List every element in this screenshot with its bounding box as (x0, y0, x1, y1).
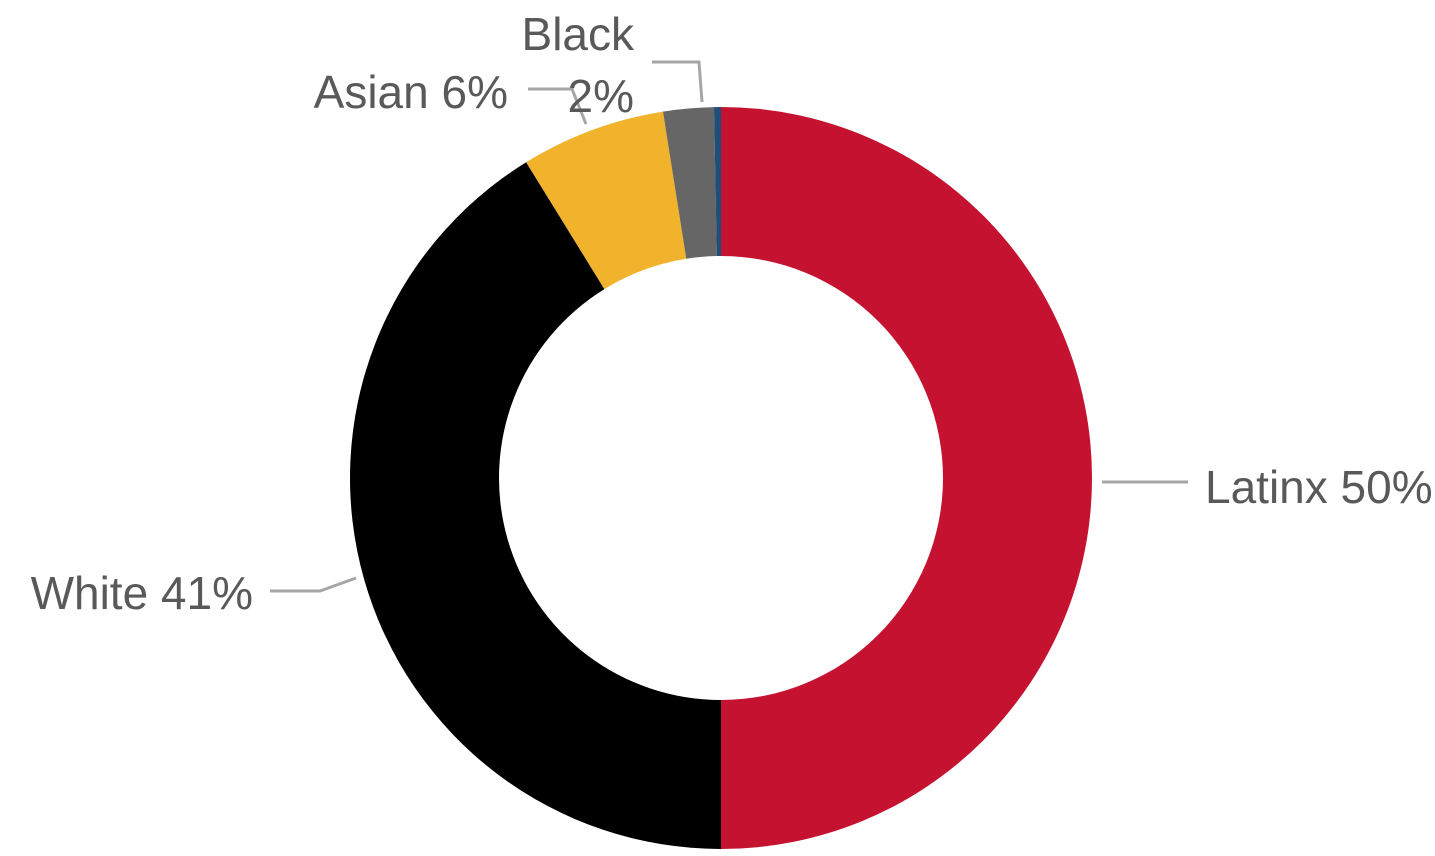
data-label-black-line2: 2% (568, 70, 634, 122)
leader-line-black (652, 60, 704, 103)
slice-white (350, 162, 721, 849)
slices-group (350, 107, 1092, 849)
data-label-asian: Asian 6% (314, 66, 508, 118)
slice-black (662, 107, 717, 259)
leader-lines-group (270, 60, 1188, 593)
data-label-white: White 41% (31, 567, 253, 619)
slice-asian (526, 111, 687, 290)
slice-latinx (721, 107, 1092, 849)
leader-line-white (270, 576, 357, 593)
data-label-latinx: Latinx 50% (1205, 461, 1433, 513)
data-labels-group: Latinx 50% White 41% Asian 6% Black 2% (31, 8, 1433, 619)
slice-unlabeled-4 (714, 107, 721, 257)
leader-line-asian (528, 87, 588, 125)
data-label-black-line1: Black (522, 8, 635, 60)
